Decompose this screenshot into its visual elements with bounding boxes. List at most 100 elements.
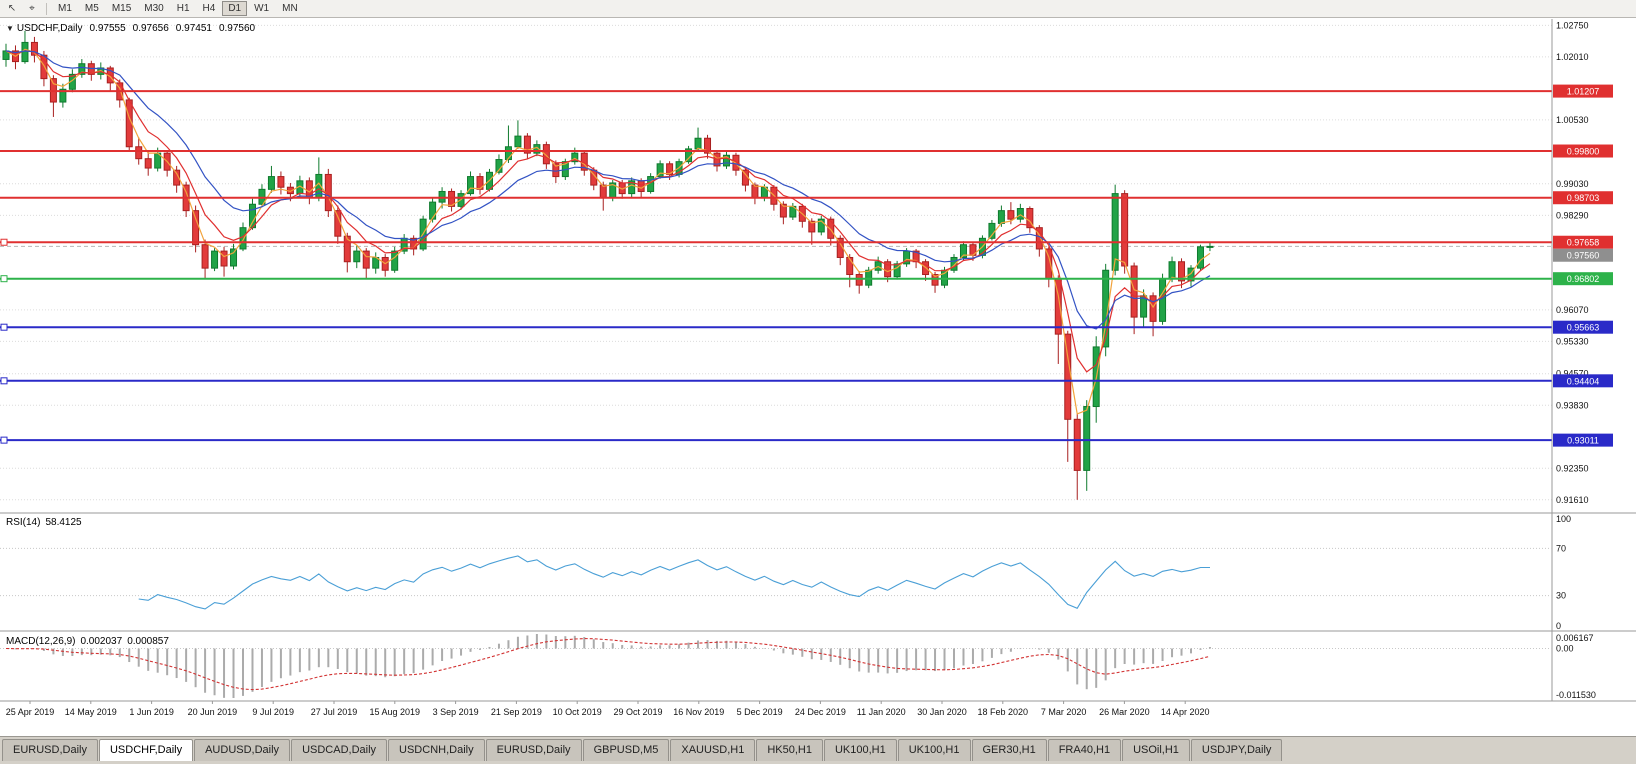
date-tick-label: 16 Nov 2019 [673, 707, 724, 717]
price-tick-label: 0.99030 [1556, 179, 1589, 189]
macd-tick-label: -0.011530 [1556, 690, 1596, 700]
symbol-expander-icon[interactable]: ▼ [6, 24, 14, 33]
chart-tab-fra40-h1[interactable]: FRA40,H1 [1047, 739, 1122, 761]
level-price-tag [1553, 235, 1613, 249]
ohlc-open: 0.97555 [89, 23, 126, 34]
price-tick-label: 0.95330 [1556, 336, 1589, 346]
date-tick-label: 3 Sep 2019 [433, 707, 479, 717]
level-price-tag [1553, 191, 1613, 205]
price-tick-label: 1.00530 [1556, 115, 1589, 125]
moving-average-ma-mid [5, 50, 1211, 373]
price-grid: 1.02750 1.02010 1.00530 0.99030 0.98290 0.960… [0, 20, 1589, 505]
rsi-tick-label: 0 [1556, 621, 1561, 631]
svg-text:0.94404: 0.94404 [1567, 376, 1600, 386]
chart-canvas[interactable]: 1.02750 1.02010 1.00530 0.99030 0.98290 0.960… [0, 19, 1636, 719]
level-handle[interactable] [0, 377, 8, 385]
crosshair-icon[interactable]: ⌖ [23, 1, 41, 16]
chart-tab-eurusd-daily[interactable]: EURUSD,Daily [485, 739, 582, 761]
level-price-tag [1553, 433, 1613, 447]
price-tick-label: 0.98290 [1556, 210, 1589, 220]
chart-tab-gbpusd-m5[interactable]: GBPUSD,M5 [582, 739, 670, 761]
price-tick-label: 0.92350 [1556, 463, 1589, 473]
price-tick-label: 0.94570 [1556, 369, 1589, 379]
timeframe-button-m1[interactable]: M1 [52, 1, 78, 16]
chart-tab-xauusd-h1[interactable]: XAUUSD,H1 [670, 739, 756, 761]
timeframe-button-h1[interactable]: H1 [171, 1, 196, 16]
chart-tab-uk100-h1[interactable]: UK100,H1 [823, 739, 897, 761]
date-tick-label: 29 Oct 2019 [613, 707, 662, 717]
macd-main-value: 0.002037 [80, 636, 123, 647]
price-tick-label: 1.02010 [1556, 52, 1589, 62]
toolbar-separator [46, 2, 47, 15]
price-axis[interactable] [1552, 19, 1636, 701]
pointer-icon[interactable]: ↖ [3, 1, 21, 16]
date-tick-label: 7 Mar 2020 [1041, 707, 1087, 717]
timeframe-button-d1[interactable]: D1 [222, 1, 248, 16]
rsi-tick-label: 30 [1556, 591, 1566, 601]
timeframe-button-m5[interactable]: M5 [79, 1, 105, 16]
svg-text:0.99800: 0.99800 [1567, 147, 1600, 157]
date-tick-label: 15 Aug 2019 [370, 707, 421, 717]
rsi-value: 58.4125 [45, 517, 82, 528]
timeframe-button-m15[interactable]: M15 [106, 1, 137, 16]
price-tick-label: 0.96070 [1556, 305, 1589, 315]
timeframe-button-w1[interactable]: W1 [248, 1, 275, 16]
date-tick-label: 14 May 2019 [65, 707, 117, 717]
current-price-tag [1553, 248, 1613, 262]
level-handle[interactable] [0, 323, 8, 331]
level-price-tag [1553, 320, 1613, 334]
date-tick-label: 10 Oct 2019 [553, 707, 602, 717]
svg-text:0.98703: 0.98703 [1567, 193, 1600, 203]
chart-tab-usdjpy-daily[interactable]: USDJPY,Daily [1190, 739, 1283, 761]
svg-text:0.95663: 0.95663 [1567, 323, 1600, 333]
chart-tab-usdcad-daily[interactable]: USDCAD,Daily [291, 739, 388, 761]
date-tick-label: 11 Jan 2020 [857, 707, 906, 717]
date-tick-label: 9 Jul 2019 [252, 707, 294, 717]
date-tick-label: 24 Dec 2019 [795, 707, 846, 717]
rsi-line [138, 555, 1210, 610]
date-tick-label: 18 Feb 2020 [978, 707, 1029, 717]
svg-text:0.97560: 0.97560 [1567, 251, 1600, 261]
date-tick-label: 20 Jun 2019 [188, 707, 238, 717]
macd-name: MACD(12,26,9) [6, 636, 76, 647]
level-price-tag [1553, 144, 1613, 158]
date-tick-label: 25 Apr 2019 [6, 707, 55, 717]
level-handle[interactable] [0, 275, 8, 283]
chart-tab-ger30-h1[interactable]: GER30,H1 [971, 739, 1047, 761]
chart-tab-hk50-h1[interactable]: HK50,H1 [756, 739, 823, 761]
level-price-tag [1553, 374, 1613, 388]
chart-info-line: ▼ USDCHF,Daily 0.97555 0.97656 0.97451 0.9756… [6, 23, 262, 34]
timeframe-button-mn[interactable]: MN [276, 1, 304, 16]
svg-text:0.93011: 0.93011 [1567, 436, 1599, 446]
ohlc-high: 0.97656 [132, 23, 169, 34]
level-price-tag [1553, 84, 1613, 98]
chart-symbol-label: USDCHF,Daily [16, 23, 83, 34]
ohlc-low: 0.97451 [175, 23, 212, 34]
rsi-tick-label: 100 [1556, 514, 1571, 524]
chart-tabs: EURUSD,Daily USDCHF,Daily AUDUSD,Daily USDC… [0, 736, 1636, 764]
chart-tab-audusd-daily[interactable]: AUDUSD,Daily [194, 739, 291, 761]
svg-text:0.97658: 0.97658 [1567, 238, 1600, 248]
timeframe-button-m30[interactable]: M30 [138, 1, 169, 16]
macd-tick-label: 0.00 [1556, 644, 1574, 654]
chart-tab-usoil-h1[interactable]: USOil,H1 [1122, 739, 1190, 761]
chart-tab-usdchf-daily[interactable]: USDCHF,Daily [98, 739, 194, 761]
ohlc-close: 0.97560 [218, 23, 256, 34]
timeframe-button-h4[interactable]: H4 [197, 1, 222, 16]
time-axis[interactable] [0, 701, 1552, 719]
macd-signal-value: 0.000857 [127, 636, 169, 647]
level-price-tag [1553, 272, 1613, 286]
chart-tab-eurusd-daily[interactable]: EURUSD,Daily [2, 739, 98, 761]
moving-average-ma-slow [5, 50, 1211, 330]
price-tick-label: 1.02750 [1556, 20, 1589, 30]
level-handle[interactable] [0, 436, 8, 444]
date-tick-label: 21 Sep 2019 [491, 707, 542, 717]
date-tick-label: 5 Dec 2019 [737, 707, 783, 717]
moving-average-ma-fast [5, 48, 1211, 415]
chart-tab-uk100-h1[interactable]: UK100,H1 [897, 739, 971, 761]
level-handle[interactable] [0, 238, 8, 246]
chart-tab-usdcnh-daily[interactable]: USDCNH,Daily [388, 739, 485, 761]
rsi-name: RSI(14) [6, 517, 41, 528]
macd-tick-label: 0.006167 [1556, 633, 1594, 643]
date-tick-label: 14 Apr 2020 [1161, 707, 1210, 717]
